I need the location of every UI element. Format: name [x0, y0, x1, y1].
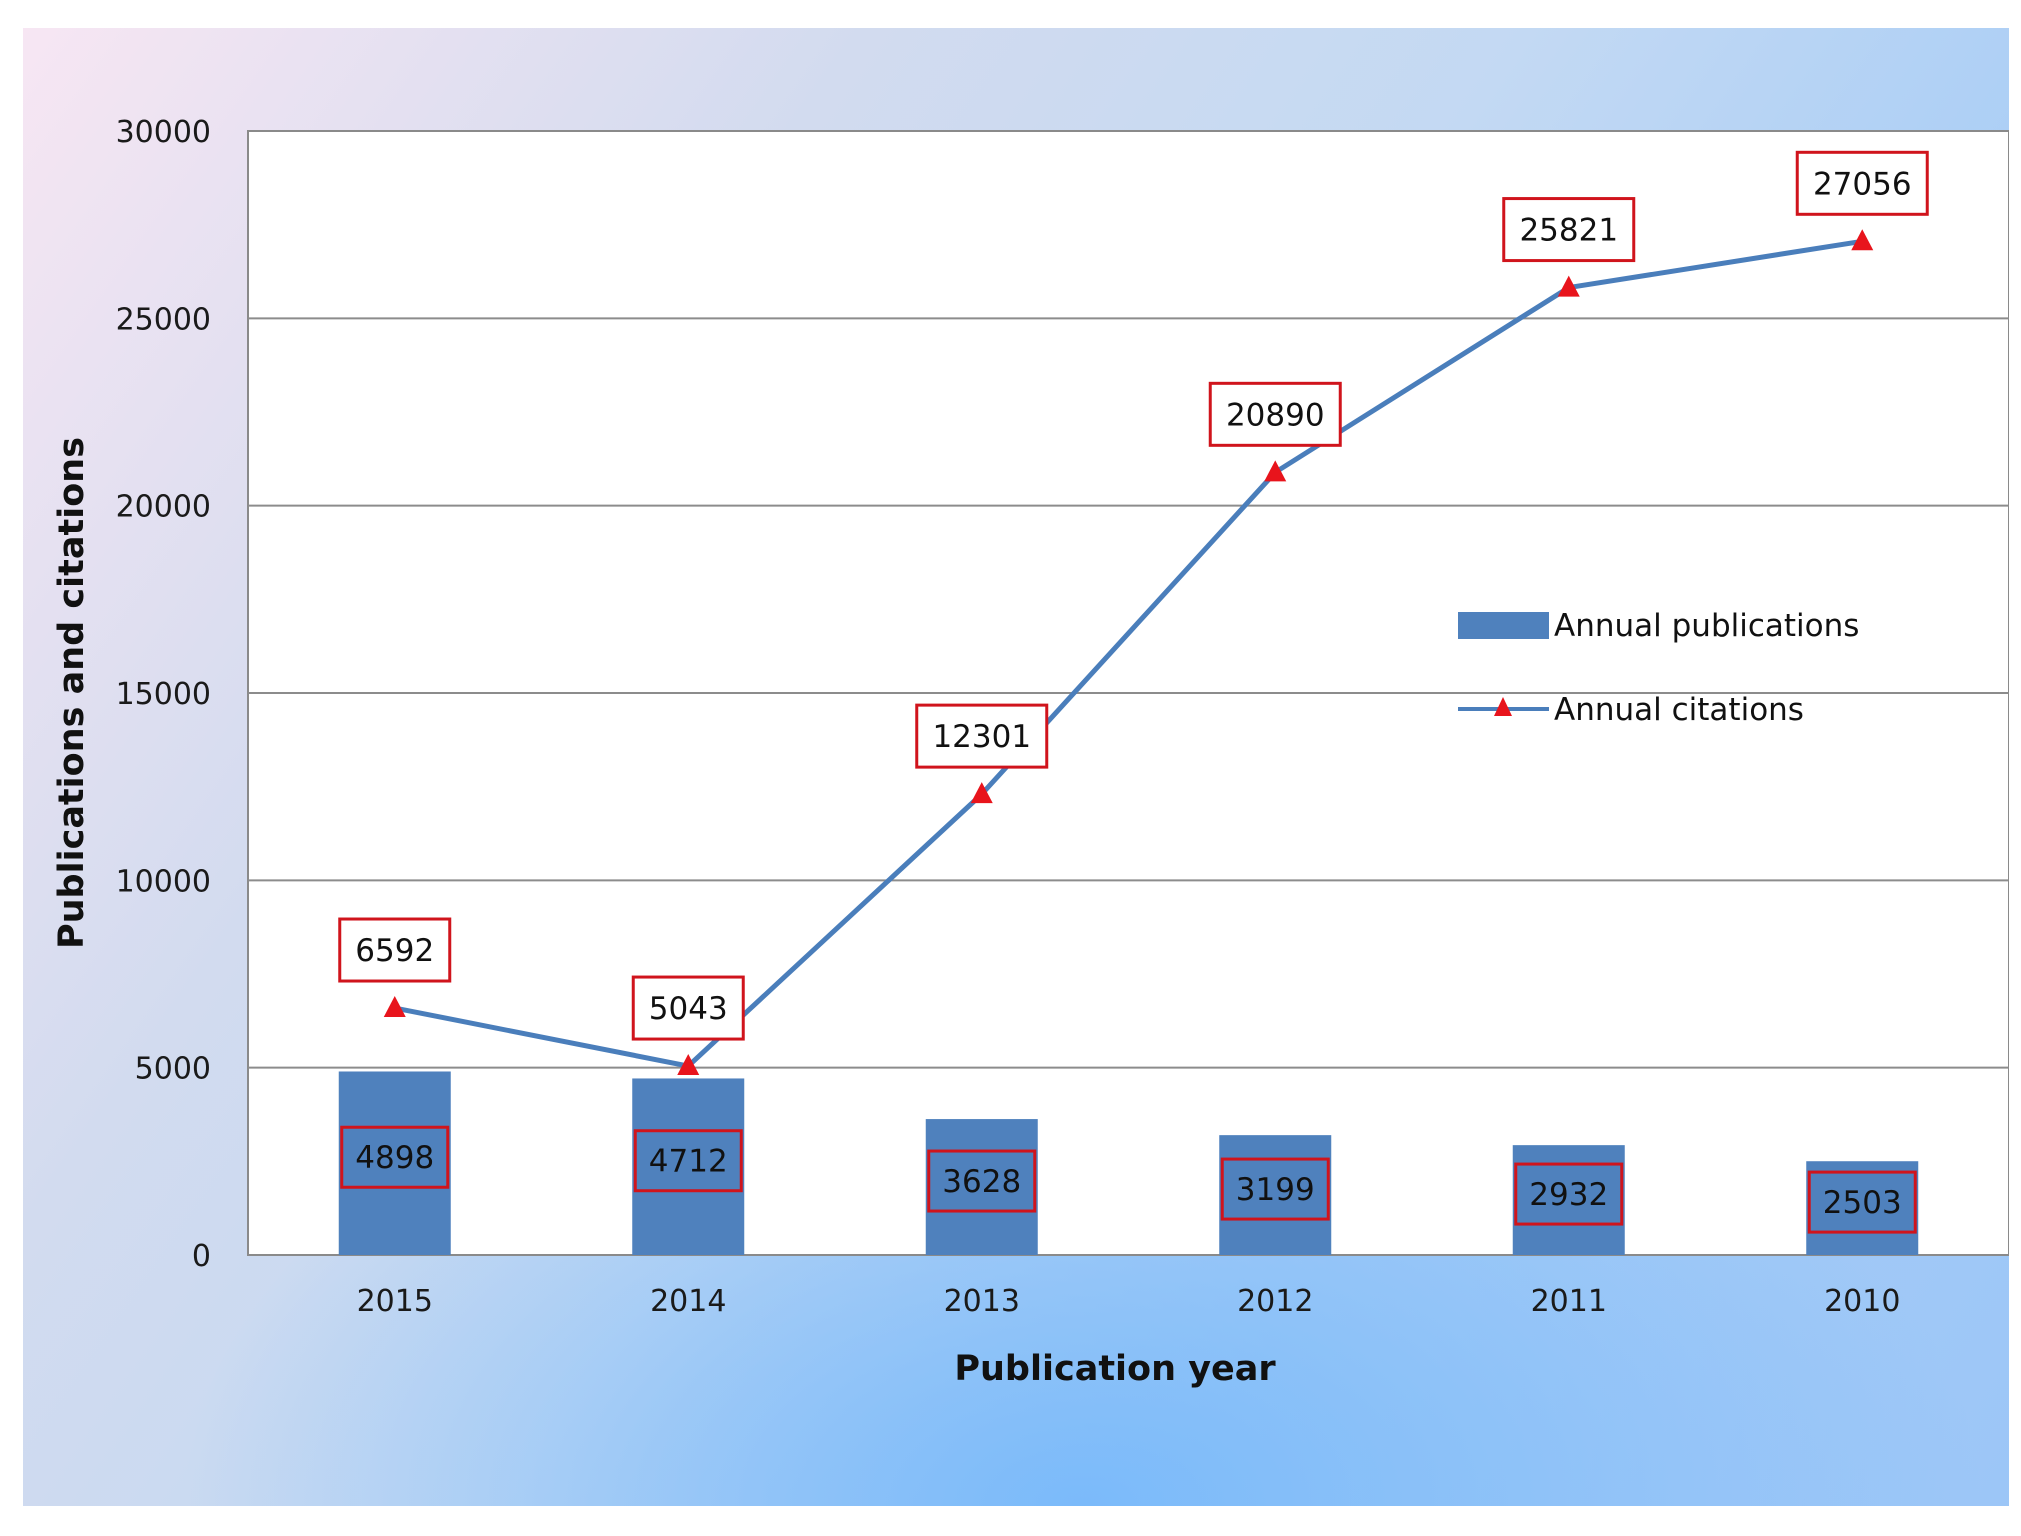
citation-marker	[1851, 229, 1874, 251]
citation-data-label-text: 27056	[1813, 166, 1912, 202]
x-tick-label: 2013	[944, 1284, 1020, 1319]
y-tick-label: 20000	[116, 490, 211, 525]
citation-data-label: 5043	[631, 975, 745, 1041]
citation-marker	[970, 782, 993, 804]
bar	[925, 1119, 1038, 1255]
bar-data-label-box	[1220, 1157, 1330, 1221]
y-axis-ticks: 0 5000 10000 15000 20000 25000 30000	[116, 115, 211, 1274]
y-tick-label: 5000	[135, 1052, 211, 1087]
citation-data-label-box	[338, 917, 452, 983]
bars	[338, 1071, 1919, 1255]
legend-citations-label: Annual citations	[1554, 692, 1804, 728]
bar	[338, 1071, 451, 1255]
chart-frame: 0 5000 10000 15000 20000 25000 30000 4898 4712 3…	[23, 28, 2009, 1506]
y-tick-label: 10000	[116, 864, 211, 899]
x-axis-title: Publication year	[954, 1349, 1276, 1389]
bar-data-label: 4712	[633, 1129, 743, 1193]
bar-data-label: 4898	[340, 1125, 450, 1189]
y-tick-label: 30000	[116, 115, 211, 150]
y-tick-label: 25000	[116, 302, 211, 337]
publications-citations-chart: 0 5000 10000 15000 20000 25000 30000 4898 4712 3…	[52, 115, 2009, 1389]
gridlines	[248, 317, 2009, 1069]
bar-data-label-text: 2503	[1823, 1185, 1902, 1221]
citation-line	[394, 238, 1863, 1069]
bar-data-label: 2503	[1807, 1170, 1917, 1234]
citation-marker	[1264, 460, 1287, 482]
citation-series-line	[394, 238, 1863, 1069]
citation-markers	[383, 229, 1874, 1076]
y-tick-label: 0	[192, 1239, 211, 1274]
x-tick-label: 2015	[357, 1284, 433, 1319]
bar	[632, 1078, 745, 1255]
legend-citations-marker-swatch	[1494, 697, 1512, 716]
x-axis-ticks: 2015 2014 2013 2012 2011 2010	[357, 1284, 1901, 1319]
citation-data-label-box	[1795, 150, 1929, 216]
legend-publications-label: Annual publications	[1554, 608, 1859, 644]
bar-data-label-text: 3628	[942, 1164, 1021, 1200]
citation-data-label-box	[631, 975, 745, 1041]
citation-data-label: 12301	[915, 703, 1049, 769]
citation-data-label: 27056	[1795, 150, 1929, 216]
citation-data-label-box	[1502, 197, 1636, 263]
citation-data-label-text: 5043	[649, 991, 728, 1027]
citation-data-label-box	[1208, 381, 1342, 447]
citation-data-label: 25821	[1502, 197, 1636, 263]
y-tick-label: 15000	[116, 677, 211, 712]
bar-data-label: 2932	[1514, 1162, 1624, 1226]
citation-data-labels: 6592 5043 12301 20890 25821 27056	[338, 150, 1929, 1041]
bar-data-label-text: 2932	[1529, 1177, 1608, 1213]
citation-data-label-box	[915, 703, 1049, 769]
bar-data-label: 3628	[927, 1149, 1037, 1213]
x-tick-label: 2012	[1237, 1284, 1313, 1319]
bar-data-labels: 4898 4712 3628 3199 2932 2503	[340, 1125, 1917, 1234]
legend-publications-swatch	[1458, 612, 1549, 639]
citation-data-label: 20890	[1208, 381, 1342, 447]
citation-data-label-text: 20890	[1226, 397, 1325, 433]
bar-data-label-box	[340, 1125, 450, 1189]
bar-data-label-box	[927, 1149, 1037, 1213]
bar-data-label-text: 4898	[355, 1140, 434, 1176]
x-tick-label: 2010	[1824, 1284, 1900, 1319]
citation-data-label-text: 25821	[1519, 213, 1618, 249]
bar-data-label-box	[1807, 1170, 1917, 1234]
x-tick-label: 2011	[1531, 1284, 1607, 1319]
citation-data-label-text: 6592	[355, 933, 434, 969]
y-axis-title: Publications and citations	[52, 437, 92, 949]
bar	[1806, 1161, 1919, 1255]
bar	[1219, 1135, 1332, 1255]
x-tick-label: 2014	[650, 1284, 726, 1319]
citation-marker	[383, 996, 406, 1018]
bar-data-label-box	[1514, 1162, 1624, 1226]
citation-data-label-text: 12301	[932, 719, 1031, 755]
citation-marker	[677, 1054, 700, 1076]
bar-data-label-text: 3199	[1236, 1172, 1315, 1208]
bar-data-label: 3199	[1220, 1157, 1330, 1221]
citation-marker	[1557, 275, 1580, 297]
bar-data-label-box	[633, 1129, 743, 1193]
citation-data-label: 6592	[338, 917, 452, 983]
legend: Annual publications Annual citations	[1458, 608, 1859, 728]
bar-data-label-text: 4712	[649, 1144, 728, 1180]
